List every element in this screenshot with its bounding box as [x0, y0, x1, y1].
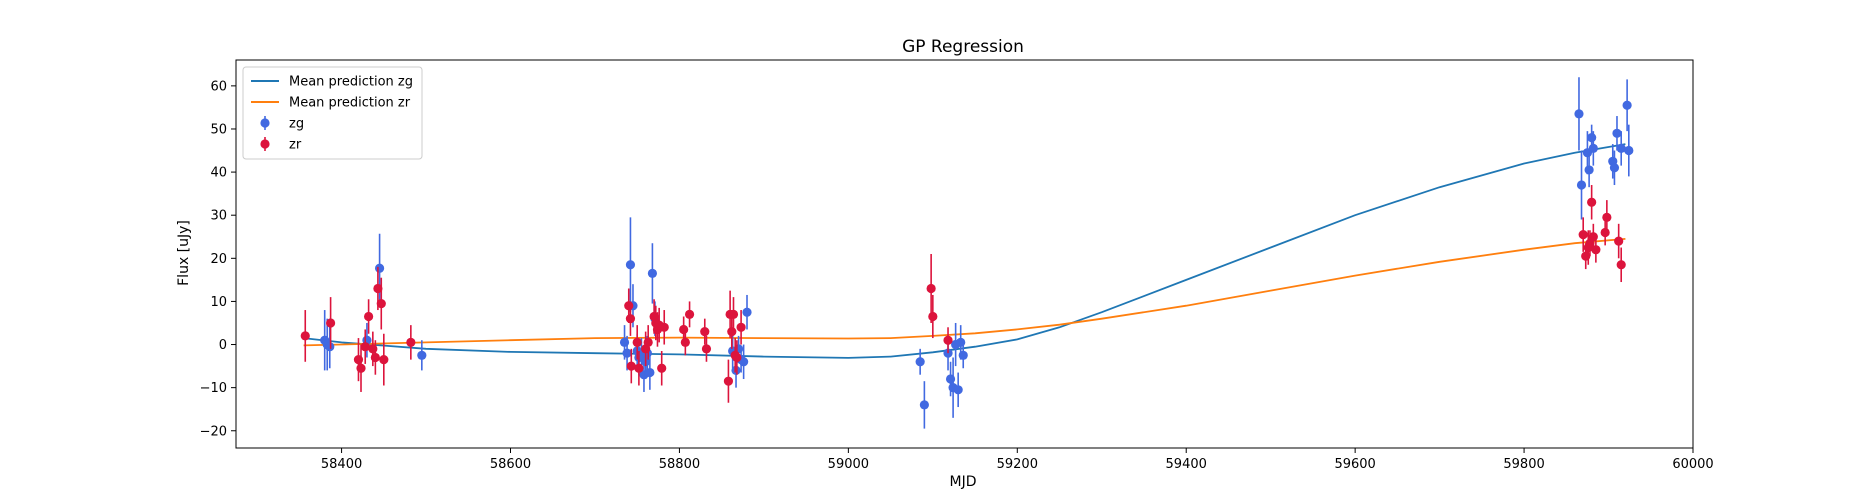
plot-area	[235, 59, 1694, 449]
zr-point	[1614, 236, 1624, 246]
zg-point	[953, 385, 963, 395]
zr-point	[624, 301, 634, 311]
legend-box	[242, 66, 423, 160]
zr-point	[728, 309, 739, 319]
zr-point	[926, 283, 936, 294]
zr-point	[364, 311, 374, 322]
y-tick-label: 20	[210, 252, 227, 267]
y-tick-label: 60	[210, 79, 227, 94]
zr-point	[325, 318, 336, 328]
y-tick-label: −10	[200, 381, 227, 396]
x-tick-label: 59600	[1334, 457, 1375, 472]
legend-marker-swatch	[260, 118, 270, 128]
x-axis: 58400 58600 58800 59000 59200 59400 59600 59800…	[321, 448, 1714, 472]
legend-label: Mean prediction zg	[289, 75, 413, 90]
series-line-mean-prediction-zr	[303, 238, 1626, 347]
zg-point	[625, 260, 636, 270]
zg-point	[742, 307, 752, 317]
zr-point	[300, 331, 310, 341]
zr-point	[680, 337, 690, 347]
zr-point	[356, 363, 366, 373]
zr-point	[657, 363, 667, 373]
zr-point	[1600, 227, 1610, 238]
zg-point	[1622, 100, 1632, 110]
legend-label: zg	[289, 117, 304, 132]
zr-point	[727, 327, 737, 337]
legend-label: zr	[289, 138, 302, 153]
series-line-mean-prediction-zg	[303, 143, 1626, 359]
y-tick-label: 0	[219, 338, 227, 353]
zg-point	[1576, 180, 1587, 190]
zr-point	[1591, 245, 1601, 255]
x-tick-label: 58400	[321, 457, 362, 472]
zr-point	[700, 327, 710, 337]
legend: Mean prediction zg Mean prediction zr zg zr	[242, 66, 423, 160]
y-tick-label: 50	[210, 122, 227, 137]
zg-point	[919, 400, 929, 410]
zg-point	[325, 342, 335, 352]
zg-point	[1584, 165, 1594, 175]
zr-point	[373, 283, 383, 294]
zr-point	[626, 361, 636, 371]
zg-point	[1587, 133, 1597, 143]
x-tick-label: 59400	[1166, 457, 1207, 472]
zr-point	[684, 309, 695, 319]
y-axis: −20 −10 0 10 20 30 40 50 60	[200, 79, 236, 439]
zr-point	[370, 352, 380, 363]
zg-point	[647, 268, 658, 278]
zg-point	[417, 350, 427, 360]
zr-point	[406, 337, 416, 347]
zr-point	[360, 342, 370, 352]
zr-point	[632, 337, 642, 347]
legend-label: Mean prediction zr	[289, 96, 411, 111]
zr-point	[1587, 197, 1597, 207]
zg-point	[958, 350, 968, 360]
zg-point	[1616, 143, 1626, 153]
legend-marker-swatch	[260, 139, 270, 149]
zr-point	[625, 314, 636, 324]
y-tick-label: −20	[200, 424, 227, 439]
zg-point	[1588, 143, 1598, 153]
zr-point	[1616, 260, 1626, 270]
zr-point	[659, 322, 669, 332]
x-tick-label: 59200	[997, 457, 1038, 472]
zr-point	[1602, 212, 1612, 222]
chart-title: GP Regression	[902, 37, 1024, 57]
zg-point	[1574, 109, 1584, 119]
plot-frame	[235, 59, 1694, 449]
y-tick-label: 30	[210, 209, 227, 224]
zg-point	[915, 357, 925, 367]
zg-point	[739, 357, 749, 367]
zg-point	[374, 263, 385, 273]
series-layer	[300, 77, 1634, 429]
y-tick-label: 10	[210, 295, 227, 310]
zr-point	[376, 298, 386, 309]
x-tick-label: 59800	[1503, 457, 1544, 472]
zr-point	[928, 311, 938, 322]
zr-point	[732, 352, 742, 363]
zr-point	[943, 335, 953, 345]
zr-point	[1578, 230, 1588, 240]
zr-point	[701, 344, 712, 354]
y-axis-label: Flux [uJy]	[176, 220, 192, 286]
zr-point	[736, 322, 746, 332]
zr-point	[679, 324, 689, 335]
zr-point	[643, 337, 653, 347]
zg-point	[1624, 145, 1634, 156]
zg-point	[1609, 163, 1620, 173]
x-tick-label: 58600	[490, 457, 531, 472]
x-tick-label: 60000	[1672, 457, 1713, 472]
zg-point	[622, 348, 632, 358]
x-axis-label: MJD	[950, 474, 977, 490]
y-tick-label: 40	[210, 166, 227, 181]
x-tick-label: 58800	[659, 457, 700, 472]
zg-point	[731, 365, 741, 375]
zr-point	[379, 355, 389, 365]
zg-point	[645, 367, 655, 378]
zg-point	[1612, 128, 1622, 138]
zr-point	[723, 376, 734, 386]
x-tick-label: 59000	[828, 457, 869, 472]
zr-point	[634, 363, 644, 373]
